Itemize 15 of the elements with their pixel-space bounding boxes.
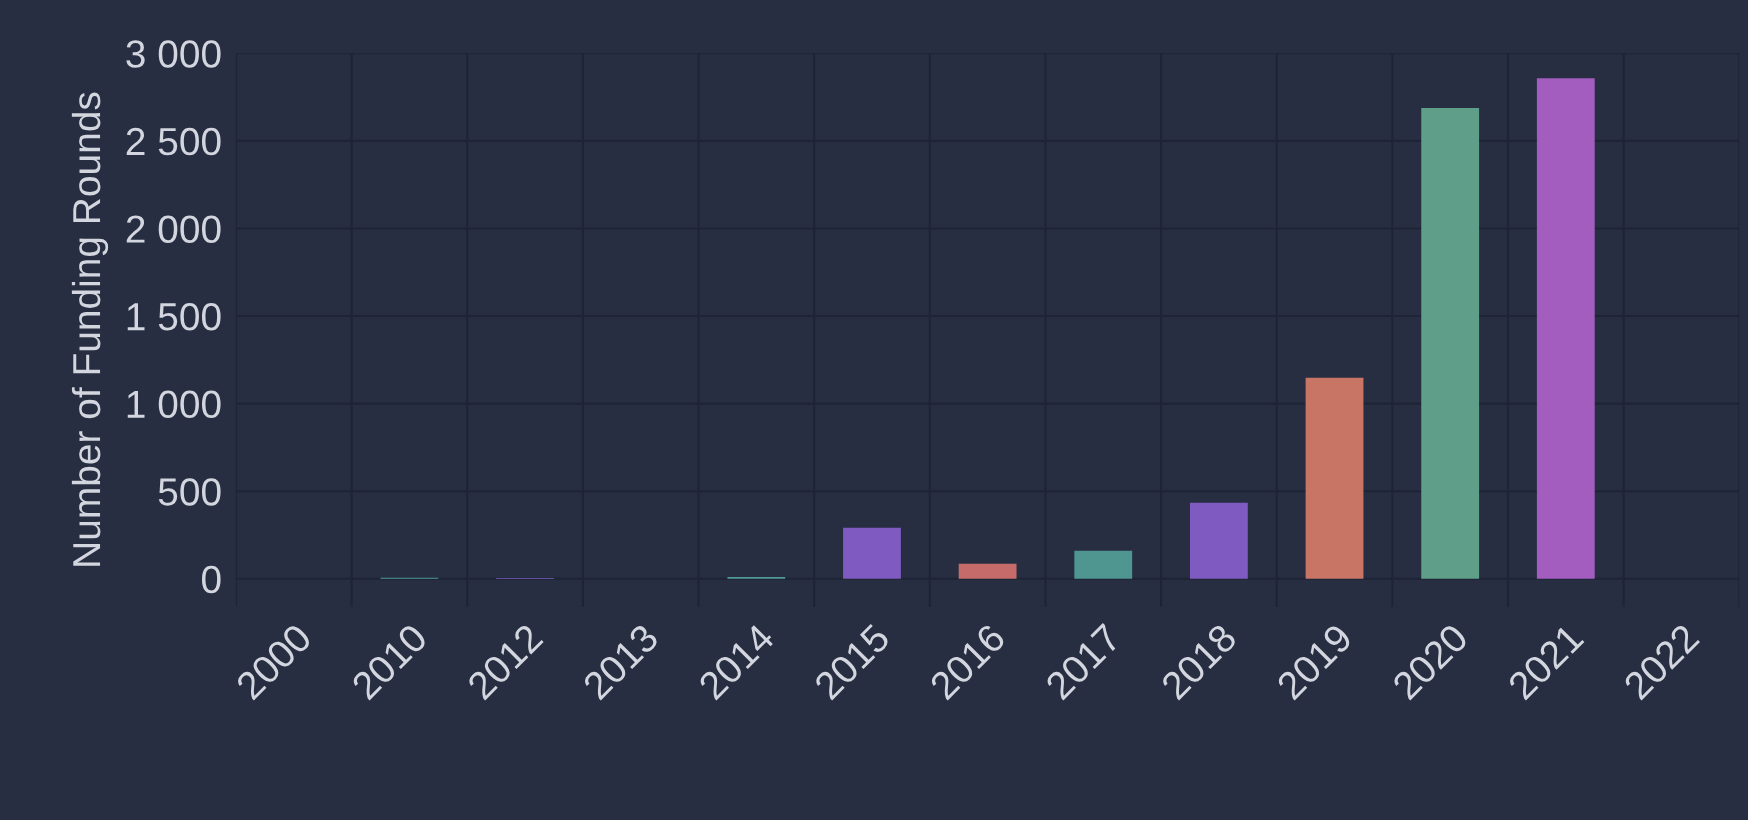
y-tick-label: 500	[158, 478, 221, 506]
bar	[958, 563, 1017, 579]
bar	[1536, 78, 1595, 579]
y-axis-title: Number of Funding Rounds	[71, 92, 109, 566]
y-tick-label: 1 000	[127, 390, 221, 419]
y-tick-label: 1 500	[127, 302, 221, 331]
bar	[1305, 377, 1364, 579]
y-tick-label: 3 000	[126, 40, 221, 68]
bar	[1074, 550, 1133, 579]
bar	[1189, 502, 1248, 579]
bar	[1421, 108, 1480, 579]
y-tick-label: 0	[201, 565, 221, 594]
y-tick-label: 2 000	[126, 215, 221, 243]
y-tick-label: 2 500	[126, 127, 221, 156]
bar	[843, 527, 901, 579]
